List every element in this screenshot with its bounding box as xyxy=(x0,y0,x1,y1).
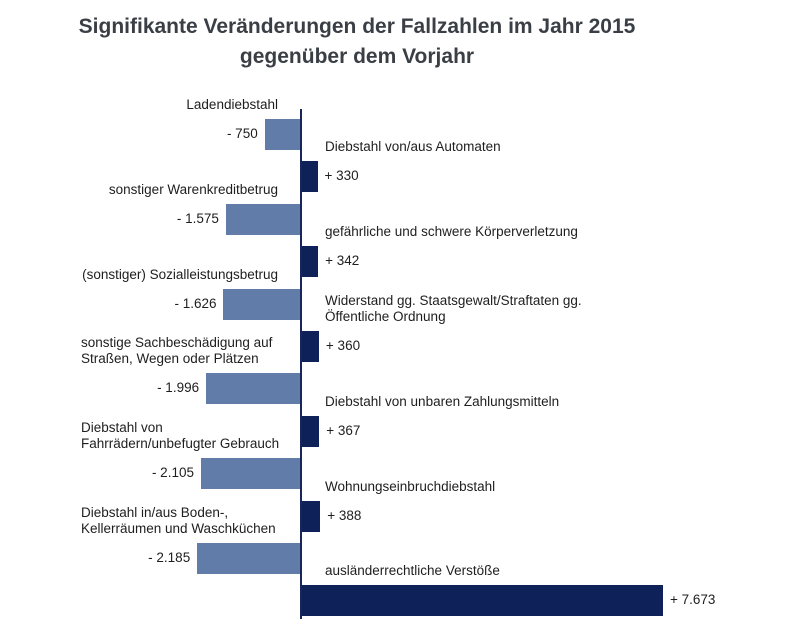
bar-positive xyxy=(302,415,320,447)
category-label: Diebstahl von unbaren Zahlungsmitteln xyxy=(325,393,560,409)
bar-negative xyxy=(197,543,300,574)
value-label: - 1.575 xyxy=(176,210,219,226)
value-label: + 360 xyxy=(325,338,361,353)
bar-positive xyxy=(302,161,318,193)
bar-negative xyxy=(225,203,300,235)
value-label: + 7.673 xyxy=(670,592,716,608)
category-label: (sonstiger) Sozialleistungsbetrug xyxy=(82,266,278,282)
bar-positive xyxy=(302,331,319,362)
value-label: - 2.185 xyxy=(148,550,191,565)
value-label: + 342 xyxy=(325,253,360,269)
category-label: ausländerrechtliche Verstöße xyxy=(325,563,500,579)
chart-title-line1: Signifikante Veränderungen der Fallzahle… xyxy=(78,15,636,38)
bar-negative xyxy=(264,119,300,150)
category-label: Diebstahl von/aus Automaten xyxy=(325,139,501,155)
bar-negative xyxy=(200,458,300,490)
category-label: gefährliche und schwere Körperverletzung xyxy=(325,224,578,240)
bar-positive xyxy=(302,585,663,617)
value-label: + 388 xyxy=(327,507,362,523)
value-label: - 1.626 xyxy=(174,295,217,311)
category-label: Diebstahl in/aus Boden-, Kellerräumen un… xyxy=(81,505,276,536)
bar-negative xyxy=(206,373,300,405)
value-label: + 330 xyxy=(324,168,359,184)
value-axis-line xyxy=(300,109,302,619)
value-label: - 1.996 xyxy=(157,380,200,396)
category-label: Diebstahl von Fahrrädern/unbefugter Gebr… xyxy=(81,420,280,452)
value-label: - 2.105 xyxy=(151,465,194,481)
category-label: sonstiger Warenkreditbetrug xyxy=(108,181,278,197)
value-label: - 750 xyxy=(226,126,258,141)
category-label: Widerstand gg. Staatsgewalt/Straftaten g… xyxy=(325,293,582,324)
value-label: + 367 xyxy=(326,422,361,438)
chart-title-line2: gegenüber dem Vorjahr xyxy=(239,45,475,68)
category-label: sonstige Sachbeschädigung auf Straßen, W… xyxy=(81,335,273,367)
category-label: Wohnungseinbruchdiebstahl xyxy=(325,478,496,494)
bar-negative xyxy=(223,288,300,320)
category-label: Ladendiebstahl xyxy=(186,97,278,112)
bar-positive xyxy=(302,500,321,532)
chart-title: Signifikante Veränderungen der Fallzahle… xyxy=(0,12,714,72)
bar-positive xyxy=(302,246,319,278)
